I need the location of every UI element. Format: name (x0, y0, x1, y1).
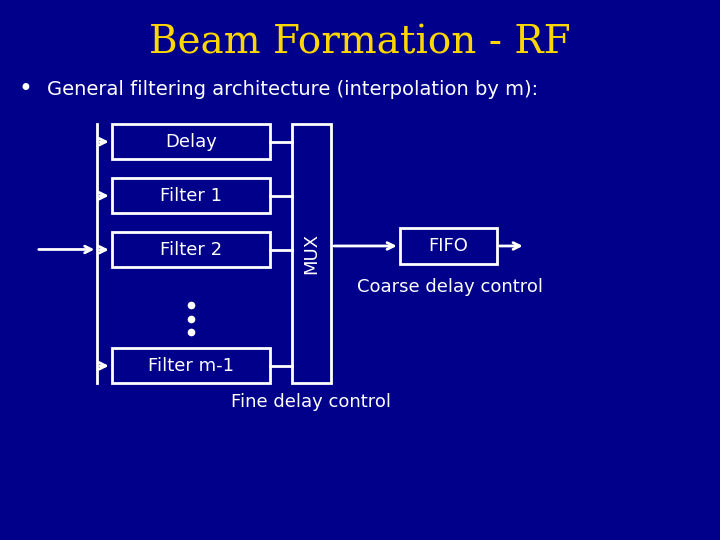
FancyBboxPatch shape (112, 178, 270, 213)
Text: Fine delay control: Fine delay control (231, 393, 391, 411)
FancyBboxPatch shape (400, 228, 497, 264)
Text: Delay: Delay (165, 133, 217, 151)
Text: MUX: MUX (302, 233, 320, 274)
Text: FIFO: FIFO (428, 237, 468, 255)
Text: General filtering architecture (interpolation by m):: General filtering architecture (interpol… (47, 79, 538, 99)
FancyBboxPatch shape (112, 232, 270, 267)
Text: •: • (18, 77, 32, 101)
Text: Filter m-1: Filter m-1 (148, 357, 234, 375)
FancyBboxPatch shape (112, 348, 270, 383)
Text: Coarse delay control: Coarse delay control (357, 278, 543, 296)
Text: Filter 2: Filter 2 (160, 241, 222, 259)
Text: Filter 1: Filter 1 (160, 187, 222, 205)
Text: Beam Formation - RF: Beam Formation - RF (149, 24, 571, 62)
FancyBboxPatch shape (292, 124, 331, 383)
FancyBboxPatch shape (112, 124, 270, 159)
